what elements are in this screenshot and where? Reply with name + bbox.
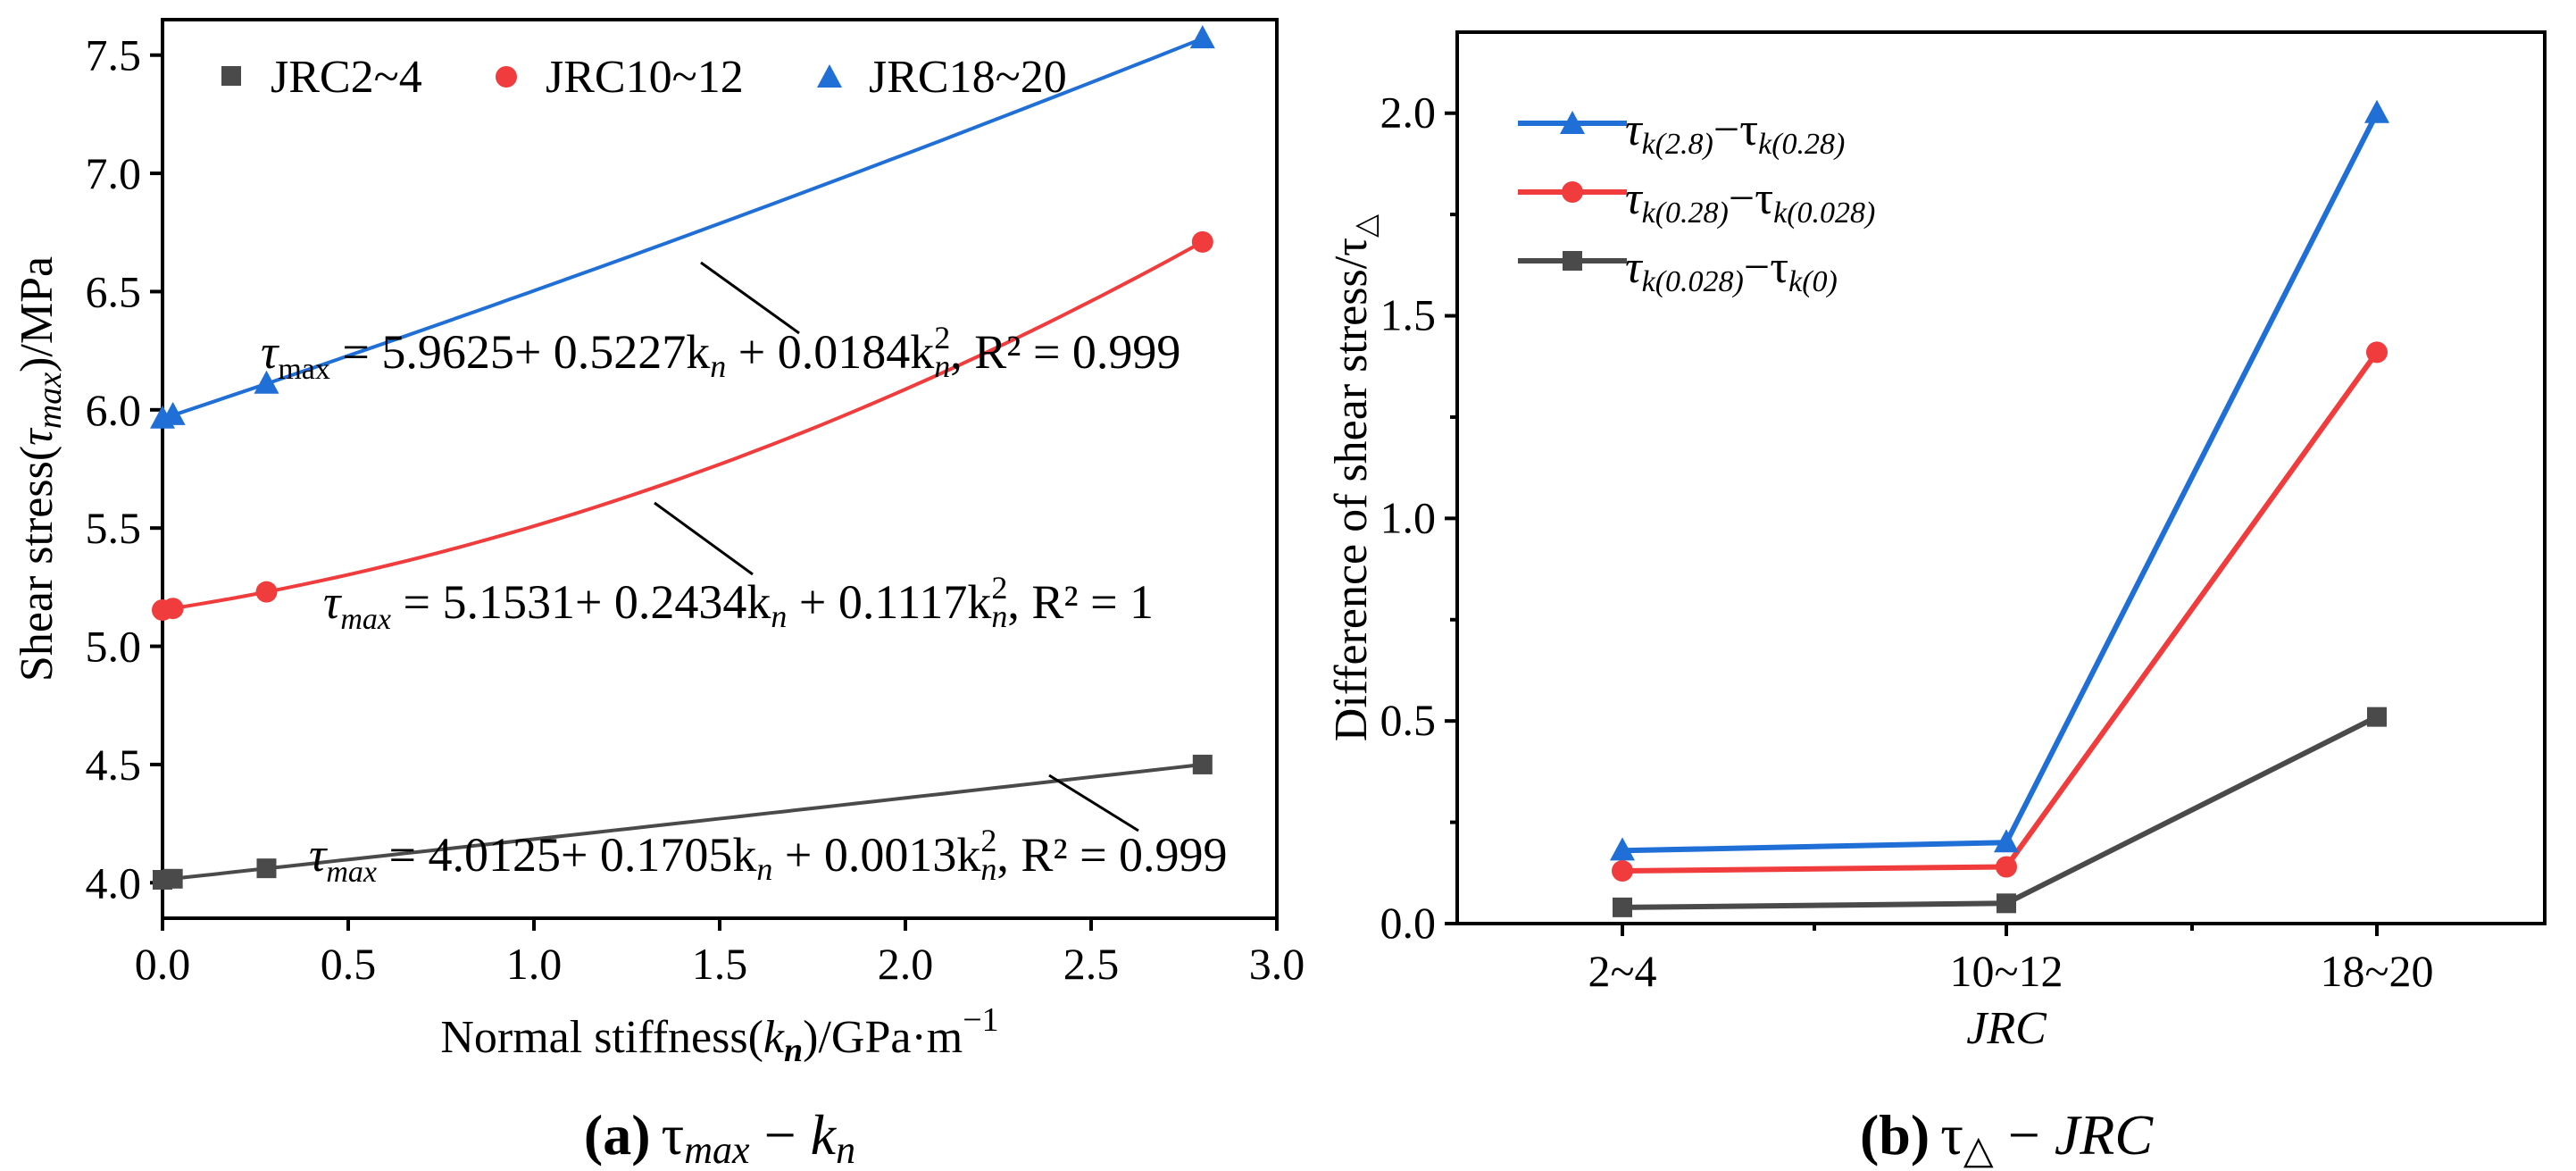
x-tick-label: 1.0 [506, 939, 563, 989]
x-tick-label: 1.5 [692, 939, 748, 989]
y-tick-label: 6.5 [86, 266, 142, 316]
y-tick-label: 1.0 [1380, 492, 1437, 542]
data-point-JRC2~4 [1192, 754, 1213, 774]
data-point-JRC18~20 [254, 370, 279, 394]
x-tick-label: 3.0 [1249, 939, 1305, 989]
panel-a-fit-curves [162, 37, 1204, 882]
fit-equation-jrc10-12: τmax = 5.1531+ 0.2434kn + 0.1117k2 n, R² … [323, 570, 1154, 636]
data-point-τk(0.28)−τk(0.028) [1996, 856, 2017, 878]
leader-line-jrc18-20 [700, 261, 800, 335]
panel-a-legend: JRC2~4 JRC10~12 JRC18~20 [221, 52, 1067, 103]
fit-curve-JRC2~4 [162, 762, 1204, 882]
y-tick-label: 0.5 [1380, 695, 1437, 745]
y-tick-label: 7.5 [86, 30, 142, 80]
panel-b-lines [1621, 112, 2380, 910]
data-point-τk(0.28)−τk(0.028) [1612, 860, 1633, 882]
panel-b: 2~4 10~12 18~20 0.0 0.5 1.0 1.5 2.0 τk(2.8)−τk(… [1326, 30, 2547, 1171]
series-line-τk(0.28)−τk(0.028) [1621, 350, 2380, 874]
legend-triangle-icon [1560, 111, 1585, 134]
y-tick-label: 4.5 [86, 740, 142, 790]
data-point-τk(2.8)−τk(0.28) [2364, 99, 2389, 123]
data-point-τk(0.028)−τk(0) [1613, 897, 1632, 917]
x-tick-label: 10~12 [1949, 946, 2063, 996]
data-point-JRC2~4 [256, 858, 277, 879]
data-point-JRC2~4 [163, 868, 183, 889]
panel-b-ticks: 2~4 10~12 18~20 0.0 0.5 1.0 1.5 2.0 [1380, 88, 2434, 996]
fit-equation-jrc18-20: τmax = 5.9625+ 0.5227kn + 0.0184k2 n, R² … [261, 320, 1180, 386]
panel-b-frame [1455, 30, 2547, 925]
data-point-τk(2.8)−τk(0.28) [1994, 829, 2019, 853]
data-point-JRC10~12 [1191, 230, 1213, 253]
y-tick-label: 1.5 [1380, 290, 1437, 340]
fit-curve-JRC10~12 [162, 240, 1204, 612]
fit-equation-jrc2-4: τmax = 4.0125+ 0.1705kn + 0.0013k2 n, R² … [309, 823, 1228, 889]
panel-b-y-axis-label: Difference of shear stress/τ△ [1326, 213, 1382, 741]
data-point-JRC18~20 [1189, 25, 1215, 49]
panel-b-caption: (b) τ△ − JRC [1860, 1103, 2154, 1171]
legend-label-diff-0.028: τk(0.028)−τk(0) [1625, 242, 1838, 298]
y-tick-label: 5.0 [86, 622, 142, 672]
fit-curve-JRC18~20 [162, 37, 1204, 421]
data-point-JRC10~12 [162, 598, 184, 620]
data-point-τk(0.28)−τk(0.028) [2366, 341, 2388, 364]
legend-label-jrc2-4: JRC2~4 [271, 52, 422, 103]
panel-a-ticks: 0.0 0.5 1.0 1.5 2.0 2.5 3.0 4.0 4.5 5.0 5.5 6.0 6.5 7… [86, 30, 1305, 989]
legend-circle-icon [496, 66, 517, 88]
panel-a-markers [150, 25, 1215, 890]
legend-triangle-icon [817, 64, 842, 88]
legend-label-jrc18-20: JRC18~20 [869, 52, 1067, 103]
x-tick-label: 2.0 [878, 939, 934, 989]
legend-square-icon [221, 66, 241, 86]
x-tick-label: 18~20 [2320, 946, 2433, 996]
series-line-τk(0.028)−τk(0) [1621, 714, 2379, 910]
legend-label-jrc10-12: JRC10~12 [546, 52, 744, 103]
legend-label-diff-0.28: τk(0.28)−τk(0.028) [1625, 173, 1875, 230]
panel-a-y-axis-label: Shear stress(τmax)/MPa [12, 256, 69, 682]
y-tick-label: 7.0 [86, 148, 142, 198]
panel-b-markers [1610, 99, 2389, 917]
y-tick-label: 5.5 [86, 503, 142, 553]
data-point-τk(0.028)−τk(0) [2367, 707, 2387, 727]
panel-a-caption: (a) τmax − kn [584, 1103, 855, 1171]
y-tick-label: 0.0 [1380, 898, 1437, 948]
panel-b-legend: τk(2.8)−τk(0.28) τk(0.28)−τk(0.028) τk(0… [1518, 105, 1875, 298]
y-tick-label: 2.0 [1380, 88, 1437, 138]
x-tick-label: 0.5 [321, 939, 377, 989]
data-point-JRC10~12 [255, 581, 278, 603]
legend-circle-icon [1562, 181, 1583, 203]
legend-square-icon [1563, 251, 1582, 271]
panel-a: 0.0 0.5 1.0 1.5 2.0 2.5 3.0 4.0 4.5 5.0 5.5 6.0 6.5 7… [12, 18, 1305, 1171]
x-tick-label: 2~4 [1588, 946, 1656, 996]
y-tick-label: 6.0 [86, 385, 142, 435]
data-point-JRC18~20 [160, 401, 186, 425]
panel-b-x-axis-label: JRC [1966, 1003, 2047, 1054]
y-tick-label: 4.0 [86, 857, 142, 908]
panel-a-frame [161, 18, 1279, 920]
leader-line-jrc2-4 [1048, 774, 1139, 832]
leader-line-jrc10-12 [654, 501, 754, 576]
panel-a-x-axis-label: Normal stiffness(kn)/GPa·m−1 [440, 1001, 998, 1069]
x-tick-label: 0.0 [135, 939, 191, 989]
x-tick-label: 2.5 [1063, 939, 1120, 989]
data-point-τk(2.8)−τk(0.28) [1610, 837, 1635, 861]
legend-label-diff-2.8: τk(2.8)−τk(0.28) [1625, 105, 1845, 161]
data-point-τk(0.028)−τk(0) [1997, 893, 2016, 914]
